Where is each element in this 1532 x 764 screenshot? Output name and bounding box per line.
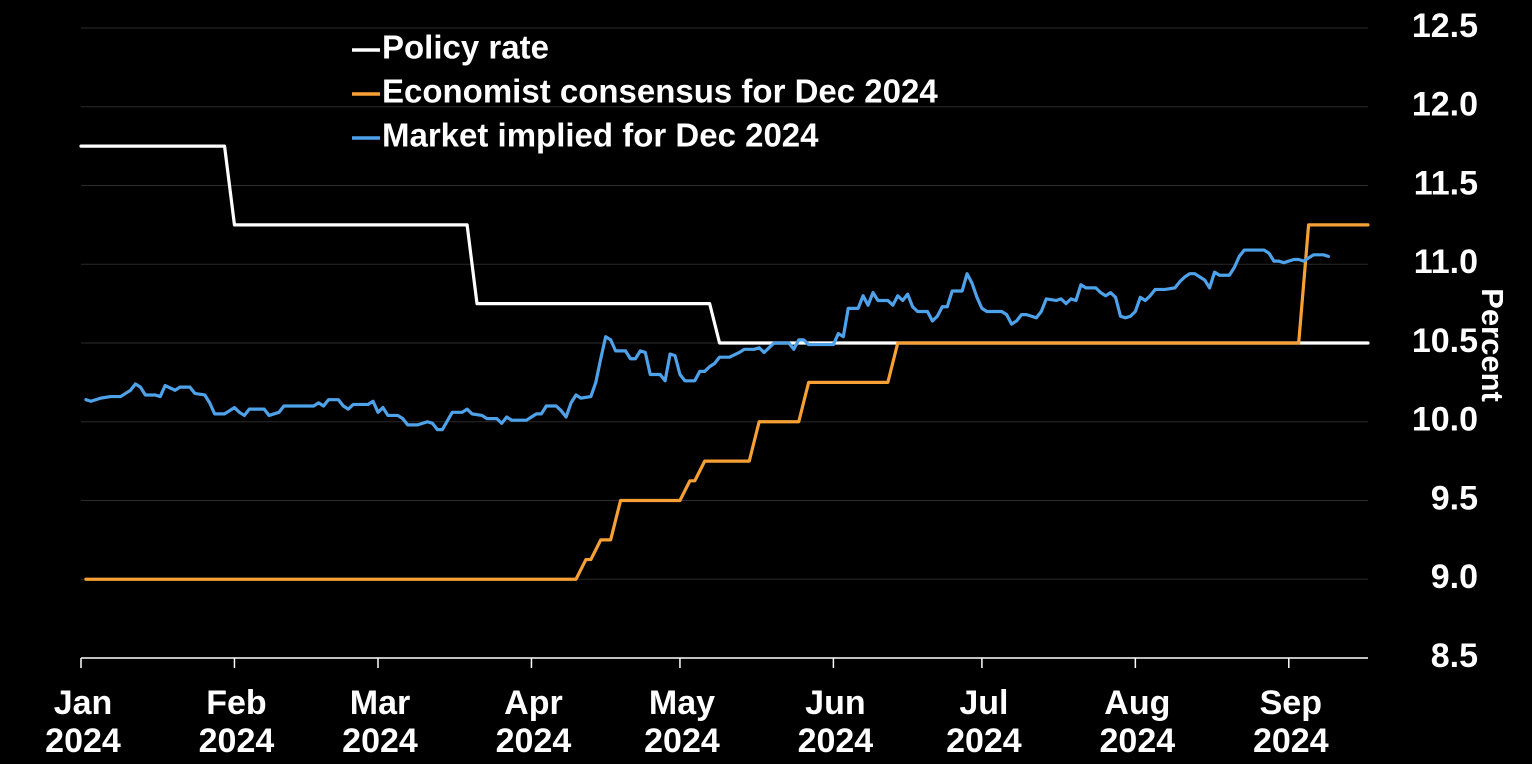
y-tick-label: 10.0 [1412,401,1478,439]
x-tick-label-year: 2024 [946,722,1022,760]
y-tick-label: 12.5 [1412,7,1478,45]
x-tick-label-year: 2024 [798,722,874,760]
legend-label: Policy rate [382,29,549,66]
x-tick-label-month: Jan [54,684,113,722]
y-tick-label: 11.5 [1414,164,1478,202]
y-tick-label: 9.0 [1431,558,1478,596]
x-tick-label-month: Jul [959,684,1008,722]
x-tick-label-year: 2024 [496,722,572,760]
x-tick-label-year: 2024 [199,722,275,760]
legend-label: Market implied for Dec 2024 [382,117,819,154]
x-tick-label-year: 2024 [644,722,720,760]
x-tick-label-year: 2024 [1100,722,1176,760]
x-tick-label-month: Jun [805,684,865,722]
x-tick-label-year: 2024 [45,722,121,760]
x-tick-label-month: Aug [1104,684,1170,722]
y-tick-label: 10.5 [1412,322,1478,360]
x-tick-label-month: May [649,684,715,722]
legend-label: Economist consensus for Dec 2024 [382,73,938,110]
y-tick-label: 11.0 [1414,243,1478,281]
x-tick-label-year: 2024 [1253,722,1329,760]
chart-background [0,0,1532,764]
y-tick-label: 9.5 [1431,479,1478,517]
y-tick-label: 8.5 [1431,637,1478,675]
x-tick-label-month: Apr [504,684,563,722]
x-tick-label-month: Sep [1260,684,1322,722]
x-tick-label-year: 2024 [342,722,418,760]
x-tick-label-month: Mar [350,684,410,722]
chart: Jan2024Feb2024Mar2024Apr2024May2024Jun20… [0,0,1532,764]
y-tick-label: 12.0 [1412,86,1478,124]
x-tick-label-month: Feb [206,684,266,722]
y-axis-label: Percent [1475,288,1510,402]
